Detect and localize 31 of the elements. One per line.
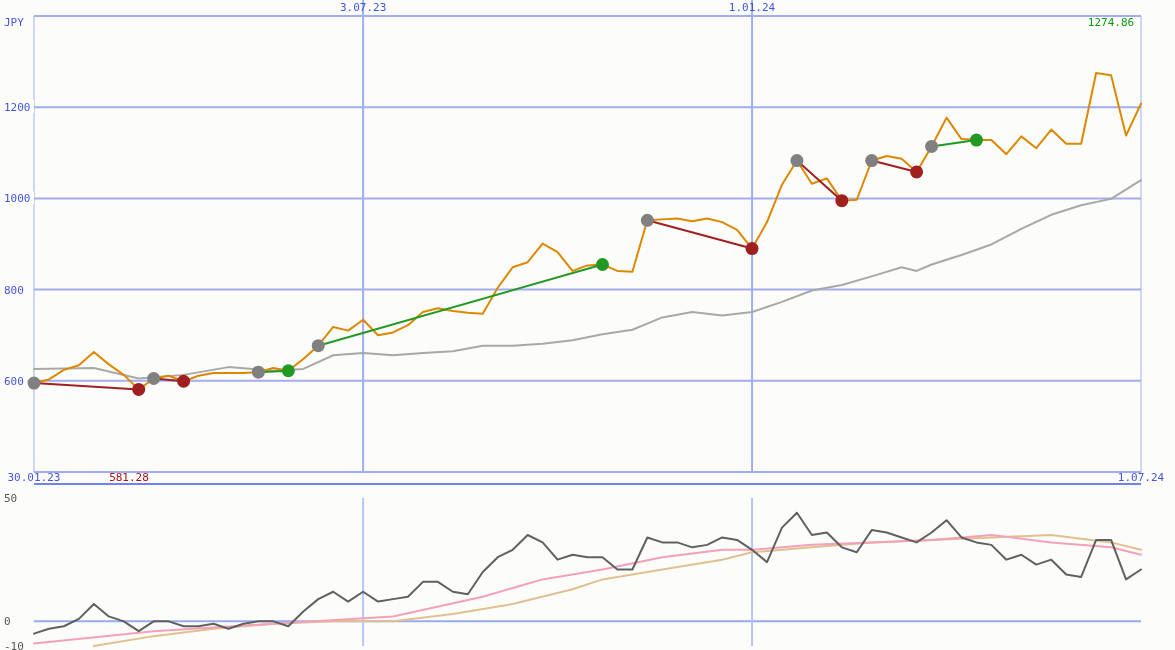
point	[640, 213, 654, 227]
point	[745, 242, 759, 256]
y-tick-label: 800	[4, 283, 24, 297]
y-tick-label: -10	[4, 640, 24, 650]
annotation: 581.28	[109, 471, 149, 484]
point	[311, 339, 325, 353]
point	[835, 194, 849, 208]
annotation: 1274.86	[1087, 16, 1135, 29]
x-tick-label: 1.07.24	[1117, 471, 1165, 484]
point	[251, 365, 265, 379]
line-series	[33, 511, 1142, 635]
y-tick-label: 1200	[4, 101, 31, 115]
point	[925, 139, 939, 153]
x-tick-label: 30.01.23	[7, 471, 61, 484]
point	[147, 372, 161, 386]
point	[969, 133, 983, 147]
point	[595, 258, 609, 272]
y-tick-label: 50	[4, 492, 18, 505]
point	[910, 165, 924, 179]
y-tick-label: 600	[4, 374, 24, 388]
point	[132, 382, 146, 396]
x2-tick-label: 3.07.23	[339, 1, 387, 14]
y-tick-label: 0	[4, 615, 11, 629]
point	[281, 364, 295, 378]
y-axis-title: JPY	[4, 16, 25, 29]
x2-tick-label: 1.01.24	[728, 1, 776, 14]
point	[865, 154, 879, 168]
point	[27, 376, 41, 390]
y-tick-label: 1000	[4, 192, 31, 206]
point	[177, 374, 191, 388]
point	[790, 154, 804, 168]
